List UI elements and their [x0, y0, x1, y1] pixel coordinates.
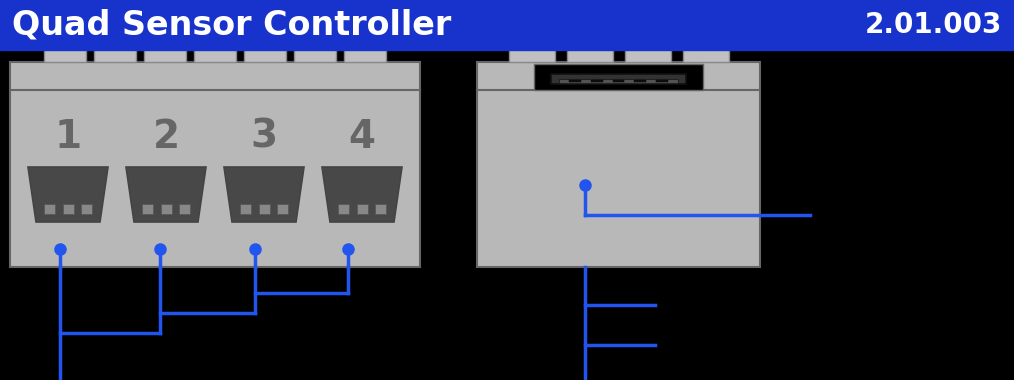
Bar — [569, 79, 581, 82]
Bar — [44, 204, 55, 214]
Polygon shape — [224, 167, 304, 222]
Bar — [259, 204, 270, 214]
Text: 1: 1 — [55, 118, 81, 156]
Text: 2.01.003: 2.01.003 — [865, 11, 1002, 39]
Bar — [559, 79, 678, 83]
Bar — [144, 42, 186, 62]
Bar — [338, 204, 349, 214]
Bar — [277, 204, 288, 214]
Bar — [635, 79, 646, 82]
Text: Quad Sensor Controller: Quad Sensor Controller — [12, 8, 451, 41]
Bar — [81, 204, 92, 214]
Text: 4: 4 — [349, 118, 375, 156]
Bar — [508, 42, 555, 62]
Polygon shape — [28, 167, 108, 222]
Bar — [294, 42, 336, 62]
Polygon shape — [126, 167, 206, 222]
Bar — [344, 42, 386, 62]
Bar — [142, 204, 153, 214]
Bar — [567, 42, 612, 62]
Bar — [179, 204, 191, 214]
Bar — [239, 204, 250, 214]
Bar — [551, 74, 686, 84]
Bar — [63, 204, 73, 214]
Bar — [625, 42, 670, 62]
Bar — [656, 79, 668, 82]
Bar — [244, 42, 286, 62]
Bar — [477, 62, 760, 267]
Text: 2: 2 — [152, 118, 179, 156]
Bar — [0, 0, 1014, 50]
Bar — [94, 42, 136, 62]
Polygon shape — [322, 167, 402, 222]
Bar — [682, 42, 728, 62]
Bar — [194, 42, 236, 62]
Bar — [533, 64, 704, 90]
Text: 3: 3 — [250, 118, 278, 156]
Bar — [160, 204, 171, 214]
Bar — [375, 204, 386, 214]
Bar — [590, 79, 602, 82]
Bar — [10, 62, 420, 267]
Bar — [44, 42, 86, 62]
Bar — [357, 204, 367, 214]
Bar — [612, 79, 625, 82]
